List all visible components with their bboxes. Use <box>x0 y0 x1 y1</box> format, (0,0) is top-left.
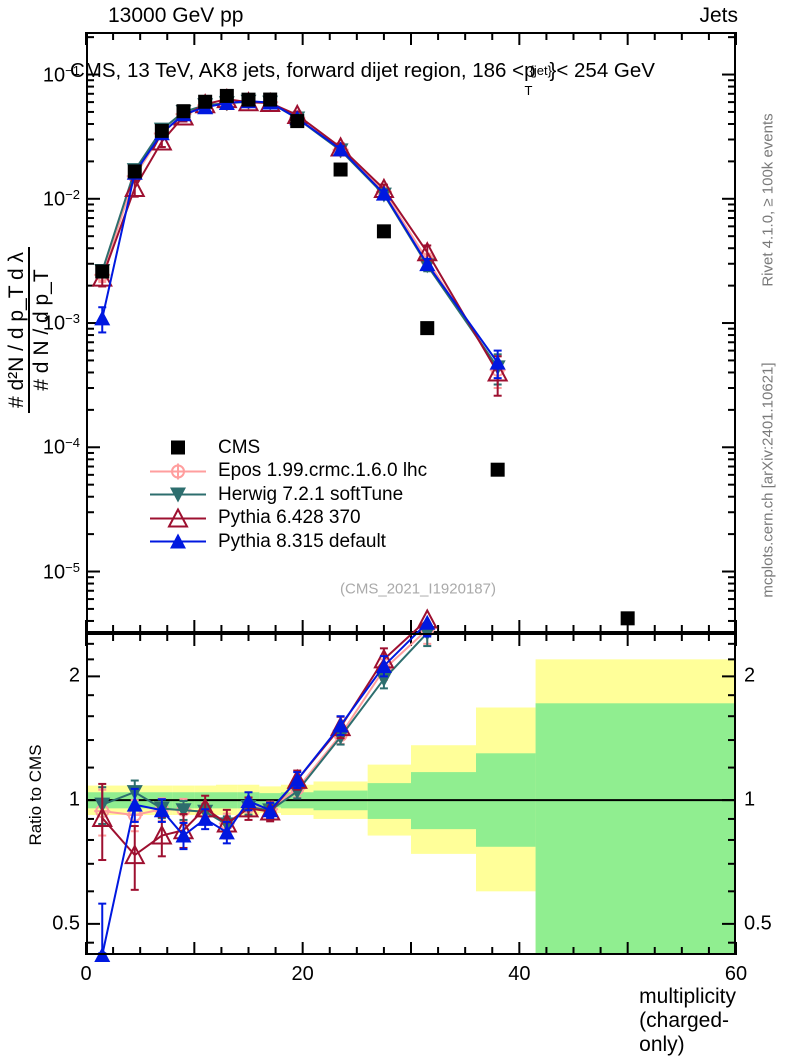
legend-item[interactable]: Epos 1.99.crmc.1.6.0 lhc <box>150 460 427 484</box>
y-tick-label-main: 10−3 <box>42 310 80 335</box>
ratio-data-series <box>91 608 438 962</box>
y-tick-label-ratio: 2 <box>68 664 80 687</box>
header-analysis-category: Jets <box>699 4 738 27</box>
ratio-panel-frame <box>86 633 736 955</box>
y-tick-label-main: 10−4 <box>42 435 80 459</box>
legend-marker-triangle-down-filled-icon <box>150 483 206 506</box>
main-data-series <box>91 87 635 626</box>
main-panel-frame <box>86 32 736 633</box>
legend-label: Epos 1.99.crmc.1.6.0 lhc <box>218 460 428 482</box>
y-tick-label-ratio: 1 <box>744 788 756 811</box>
header-beam-energy: 13000 GeV pp <box>108 4 244 27</box>
x-tick-label: 40 <box>508 963 531 985</box>
legend-marker-triangle-up-filled-icon <box>150 530 206 553</box>
plot-title-suffix: }< 254 GeV <box>549 59 655 82</box>
legend-item[interactable]: Herwig 7.2.1 softTune <box>150 483 427 507</box>
legend-item[interactable]: Pythia 6.428 370 <box>150 507 427 531</box>
plot-title-subscript: T <box>524 83 533 98</box>
y-tick-label-main: 10−2 <box>42 186 80 211</box>
x-tick-label: 60 <box>724 963 748 985</box>
legend-label: CMS <box>218 436 261 458</box>
legend-marker-circle-cross-icon <box>150 460 206 483</box>
legend: CMS Epos 1.99.crmc.1.6.0 lhc Herwig 7.2.1 … <box>150 436 427 554</box>
legend-item[interactable]: Pythia 8.315 default <box>150 530 427 554</box>
analysis-watermark: (CMS_2021_I1920187) <box>340 580 496 598</box>
legend-label: Pythia 8.315 default <box>218 530 386 552</box>
legend-label: Herwig 7.2.1 softTune <box>218 483 404 505</box>
ratio-plot-canvas <box>85 608 737 962</box>
y-tick-label-ratio: 0.5 <box>744 912 772 935</box>
x-tick-label: 20 <box>291 963 314 985</box>
y-tick-label-ratio: 2 <box>744 664 756 687</box>
x-tick-label: 0 <box>80 963 92 985</box>
y-tick-label-main: 10−5 <box>42 559 80 583</box>
legend-marker-square-filled-icon <box>150 436 206 459</box>
legend-item[interactable]: CMS <box>150 436 427 460</box>
plot-title-superscript: {jet} <box>529 63 552 78</box>
plot-title: CMS, 13 TeV, AK8 jets, forward dijet reg… <box>70 59 655 98</box>
y-tick-label-ratio: 0.5 <box>52 912 80 935</box>
y-tick-label-main: 10−1 <box>42 62 80 86</box>
legend-marker-triangle-up-open-icon <box>150 507 206 530</box>
y-tick-label-ratio: 1 <box>68 788 80 811</box>
plot-title-prefix: CMS, 13 TeV, AK8 jets, forward dijet reg… <box>70 59 536 82</box>
legend-label: Pythia 6.428 370 <box>218 507 361 529</box>
plot-root: 13000 GeV pp Jets CMS, 13 TeV, AK8 jets,… <box>5 4 777 1056</box>
